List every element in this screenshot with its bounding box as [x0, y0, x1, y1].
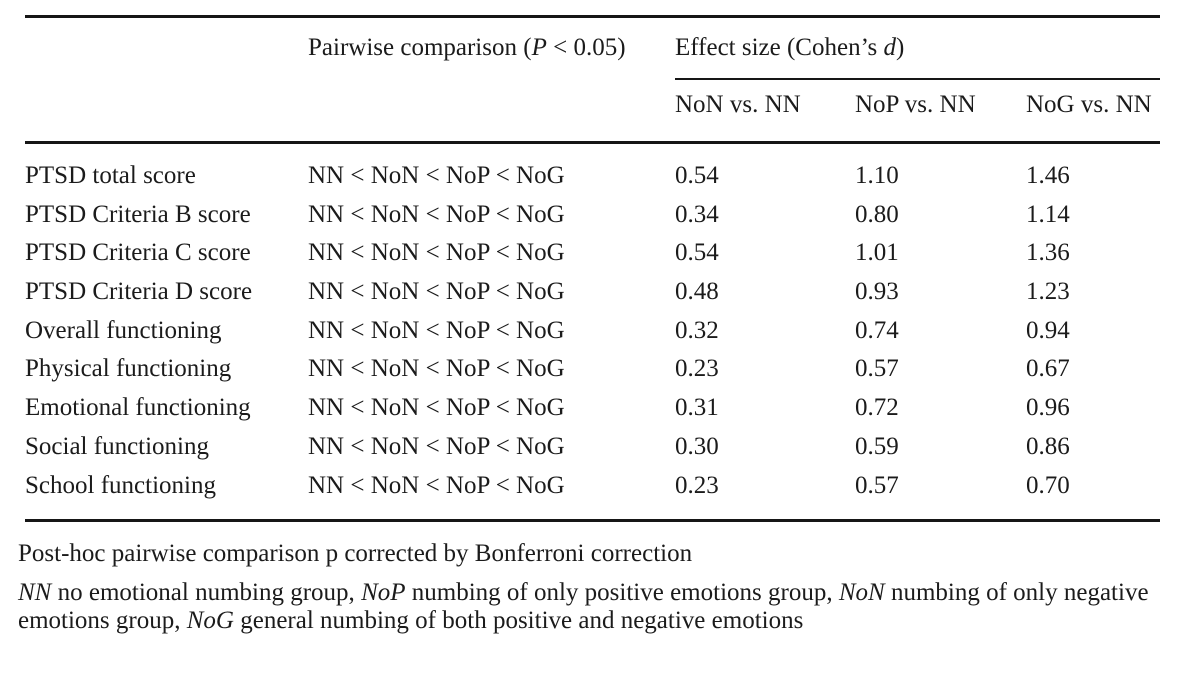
- table-bottom-rule: [25, 519, 1160, 523]
- row-effect-size-nop-vs-nn: 1.01: [855, 239, 899, 267]
- row-pairwise-comparison: NN < NoN < NoP < NoG: [308, 471, 565, 499]
- row-effect-size-nog-vs-nn: 1.46: [1026, 162, 1070, 189]
- row-pairwise-comparison: NN < NoN < NoP < NoG: [308, 432, 565, 460]
- row-effect-size-non-vs-nn: 0.32: [675, 316, 719, 344]
- row-label: PTSD Criteria C score: [25, 239, 251, 267]
- table-top-rule: [25, 15, 1160, 18]
- row-effect-size-nog-vs-nn: 0.67: [1026, 355, 1070, 383]
- table-row: Emotional functioning NN < NoN < NoP < N…: [25, 389, 1160, 428]
- table-row: PTSD Criteria D score NN < NoN < NoP < N…: [25, 273, 1160, 312]
- table-body: PTSD total score NN < NoN < NoP < NoG 0.…: [25, 144, 1160, 519]
- header-pairwise-comparison: Pairwise comparison (P < 0.05): [308, 18, 675, 80]
- header-bottom-rule: [25, 141, 1160, 144]
- table-row: PTSD Criteria B score NN < NoN < NoP < N…: [25, 196, 1160, 235]
- table-row: School functioning NN < NoN < NoP < NoG …: [25, 467, 1160, 506]
- row-label: Emotional functioning: [25, 394, 251, 422]
- table-row: Social functioning NN < NoN < NoP < NoG …: [25, 428, 1160, 467]
- row-label: Social functioning: [25, 432, 209, 460]
- row-label: PTSD total score: [25, 162, 196, 189]
- row-pairwise-comparison: NN < NoN < NoP < NoG: [308, 394, 565, 422]
- footnote-group-abbreviation: NN: [18, 579, 52, 607]
- footnote-text: numbing of only negative: [884, 579, 1149, 607]
- header-effect-text: Effect size (Cohen’s: [675, 34, 884, 61]
- table-row: PTSD Criteria C score NN < NoN < NoP < N…: [25, 234, 1160, 273]
- footnote-posthoc: Post-hoc pairwise comparison p corrected…: [18, 540, 693, 568]
- header-effect-size-group: Effect size (Cohen’s d): [675, 18, 1160, 80]
- header-pairwise-text-post: < 0.05): [546, 34, 626, 61]
- row-effect-size-nog-vs-nn: 1.14: [1026, 200, 1070, 228]
- row-label: PTSD Criteria B score: [25, 200, 251, 228]
- footnote-group-abbreviation: NoG: [186, 607, 234, 635]
- row-effect-size-non-vs-nn: 0.30: [675, 432, 719, 460]
- row-label: PTSD Criteria D score: [25, 278, 253, 306]
- row-effect-size-nop-vs-nn: 0.93: [855, 278, 899, 306]
- row-pairwise-comparison: NN < NoN < NoP < NoG: [308, 162, 565, 189]
- footnote-text: numbing of only positive emotions group,: [405, 579, 839, 607]
- row-effect-size-non-vs-nn: 0.48: [675, 278, 719, 306]
- footnote-group-abbreviation: NoP: [361, 579, 406, 607]
- results-table: Pairwise comparison (P < 0.05) Effect si…: [25, 15, 1160, 523]
- header-effect-text-post: ): [896, 34, 905, 61]
- header-pairwise-text: Pairwise comparison (: [308, 34, 532, 61]
- row-effect-size-nop-vs-nn: 0.80: [855, 200, 899, 228]
- header-stub-cell: [25, 18, 308, 80]
- row-label: Overall functioning: [25, 316, 222, 344]
- table-row: Physical functioning NN < NoN < NoP < No…: [25, 350, 1160, 389]
- table-header-row-1: Pairwise comparison (P < 0.05) Effect si…: [25, 18, 1160, 80]
- header-col-nop-vs-nn: NoP vs. NN: [855, 91, 976, 118]
- table-row: Overall functioning NN < NoN < NoP < NoG…: [25, 312, 1160, 351]
- footnote-group-abbreviation: NoN: [838, 579, 885, 607]
- table-row: PTSD total score NN < NoN < NoP < NoG 0.…: [25, 157, 1160, 196]
- row-pairwise-comparison: NN < NoN < NoP < NoG: [308, 278, 565, 306]
- header-pairwise-italic-p: P: [531, 34, 547, 61]
- row-effect-size-nop-vs-nn: 0.74: [855, 316, 899, 344]
- row-effect-size-non-vs-nn: 0.23: [675, 471, 719, 499]
- footnote-text: no emotional numbing group,: [51, 579, 362, 607]
- row-effect-size-nog-vs-nn: 1.36: [1026, 239, 1070, 267]
- row-effect-size-nop-vs-nn: 0.57: [855, 471, 899, 499]
- footnote-text: emotions group,: [18, 607, 187, 635]
- row-label: School functioning: [25, 471, 216, 499]
- row-effect-size-nog-vs-nn: 0.94: [1026, 316, 1070, 344]
- header-col-non-vs-nn: NoN vs. NN: [675, 91, 801, 118]
- row-effect-size-nog-vs-nn: 0.70: [1026, 471, 1070, 499]
- footnote-text: general numbing of both positive and neg…: [233, 607, 804, 635]
- paper-table-page: Pairwise comparison (P < 0.05) Effect si…: [0, 15, 1199, 690]
- row-pairwise-comparison: NN < NoN < NoP < NoG: [308, 239, 565, 267]
- row-effect-size-nog-vs-nn: 1.23: [1026, 278, 1070, 306]
- footnote-definitions: NN no emotional numbing group, NoP numbi…: [18, 579, 1199, 635]
- row-effect-size-non-vs-nn: 0.34: [675, 200, 719, 228]
- footnote-definition-line: emotions group, NoG general numbing of b…: [18, 607, 1199, 635]
- row-effect-size-non-vs-nn: 0.54: [675, 239, 719, 267]
- header-col-nog-vs-nn: NoG vs. NN: [1026, 91, 1152, 118]
- row-effect-size-non-vs-nn: 0.54: [675, 162, 719, 189]
- row-effect-size-nop-vs-nn: 1.10: [855, 162, 899, 189]
- row-pairwise-comparison: NN < NoN < NoP < NoG: [308, 316, 565, 344]
- row-effect-size-nop-vs-nn: 0.59: [855, 432, 899, 460]
- row-effect-size-nog-vs-nn: 0.86: [1026, 432, 1070, 460]
- footnote-definition-line: NN no emotional numbing group, NoP numbi…: [18, 579, 1199, 607]
- row-effect-size-nop-vs-nn: 0.57: [855, 355, 899, 383]
- row-pairwise-comparison: NN < NoN < NoP < NoG: [308, 200, 565, 228]
- row-effect-size-non-vs-nn: 0.31: [675, 394, 719, 422]
- header-effect-italic-d: d: [883, 34, 897, 61]
- table-header-row-2: NoN vs. NN NoP vs. NN NoG vs. NN: [25, 80, 1160, 141]
- row-effect-size-nop-vs-nn: 0.72: [855, 394, 899, 422]
- row-effect-size-non-vs-nn: 0.23: [675, 355, 719, 383]
- row-pairwise-comparison: NN < NoN < NoP < NoG: [308, 355, 565, 383]
- row-label: Physical functioning: [25, 355, 232, 383]
- row-effect-size-nog-vs-nn: 0.96: [1026, 394, 1070, 422]
- header-empty-cell: [25, 80, 308, 141]
- table-footnotes: Post-hoc pairwise comparison p corrected…: [0, 539, 1199, 635]
- header-empty-cell: [308, 80, 675, 141]
